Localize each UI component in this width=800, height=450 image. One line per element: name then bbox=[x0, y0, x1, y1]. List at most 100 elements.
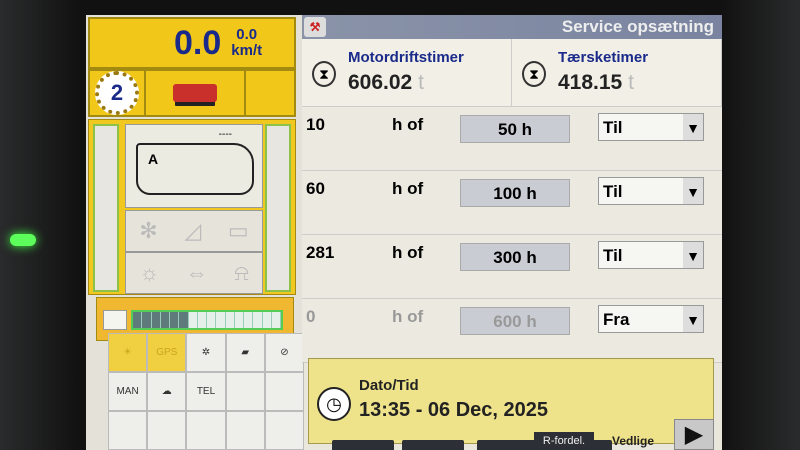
concave-icon: ▭ bbox=[227, 218, 249, 243]
threshing-hourglass-icon: ⧗ bbox=[522, 61, 546, 87]
spreader-settings-icon[interactable]: ✲ bbox=[186, 333, 226, 372]
load-segment bbox=[272, 312, 281, 328]
state-value: Til bbox=[603, 118, 623, 137]
state-dropdown[interactable]: Til ▼ bbox=[598, 177, 704, 205]
threshing-hours-value: 418.15 t bbox=[558, 71, 634, 95]
load-segment bbox=[216, 312, 226, 328]
load-segment bbox=[142, 312, 152, 328]
sun-icon[interactable]: ☀ bbox=[108, 333, 148, 372]
empty-slot[interactable] bbox=[225, 372, 265, 411]
direction-icon: ⇔ bbox=[185, 260, 208, 285]
speed-value: 0.0 bbox=[174, 23, 222, 62]
speed-small-value: 0.0 bbox=[236, 26, 258, 43]
spreader-icon: ✻ bbox=[139, 218, 158, 243]
engine-hours-label: Motordriftstimer bbox=[348, 49, 464, 66]
combine-dashes: ---- bbox=[218, 129, 232, 140]
fuel-gauge bbox=[265, 124, 291, 292]
shortcut-grid: ☀ GPS ✲ ▰ ⊘ MAN ☁ TEL bbox=[108, 333, 304, 450]
gear-icon[interactable]: 2 bbox=[95, 71, 139, 115]
speed-unit: 0.0 km/t bbox=[231, 27, 262, 59]
speed-unit-label: km/t bbox=[231, 42, 263, 59]
sieve-icon: ◿ bbox=[184, 218, 202, 243]
service-interval-row: 0 h of 600 h Fra ▼ bbox=[302, 299, 722, 363]
combine-diagram[interactable]: A ---- bbox=[125, 124, 263, 208]
empty-slot[interactable] bbox=[186, 411, 226, 450]
power-led bbox=[10, 234, 36, 246]
chevron-down-icon[interactable]: ▼ bbox=[683, 306, 703, 332]
engine-hourglass-icon: ⧗ bbox=[312, 61, 336, 87]
state-value: Til bbox=[603, 246, 623, 265]
service-tools-icon: ⚒ bbox=[304, 17, 326, 37]
softkey-2[interactable] bbox=[402, 440, 464, 450]
maintenance-label: Vedlige bbox=[612, 434, 655, 448]
softkey-1[interactable] bbox=[332, 440, 394, 450]
load-segment bbox=[133, 312, 143, 328]
clock-icon: ◷ bbox=[317, 387, 351, 421]
next-page-button[interactable]: ▶ bbox=[674, 419, 714, 450]
load-segment bbox=[244, 312, 254, 328]
hours-of-label: h of bbox=[392, 179, 424, 198]
beacon-icon: ⍾ bbox=[234, 260, 249, 285]
empty-slot[interactable] bbox=[108, 411, 148, 450]
empty-slot[interactable] bbox=[147, 411, 187, 450]
hour-counters: ⧗ Motordriftstimer 606.02 t ⧗ Tærsketimer 41… bbox=[302, 39, 722, 107]
light-icon: ☼ bbox=[139, 260, 160, 285]
interval-button[interactable]: 300 h bbox=[460, 243, 570, 271]
state-dropdown[interactable]: Fra ▼ bbox=[598, 305, 704, 333]
function-icons-row1: ✻ ◿ ▭ bbox=[125, 210, 263, 252]
datetime-value: 13:35 - 06 Dec, 2025 bbox=[359, 399, 549, 421]
chevron-down-icon[interactable]: ▼ bbox=[683, 114, 703, 140]
unit: t bbox=[628, 71, 634, 94]
cloud-icon[interactable]: ☁ bbox=[147, 372, 187, 411]
chevron-down-icon[interactable]: ▼ bbox=[683, 178, 703, 204]
interval-button[interactable]: 100 h bbox=[460, 179, 570, 207]
value: 606.02 bbox=[348, 71, 413, 94]
threshing-hours-label: Tærsketimer bbox=[558, 49, 649, 66]
current-hours: 281 bbox=[306, 243, 335, 262]
current-hours: 0 bbox=[306, 307, 316, 326]
load-segment bbox=[207, 312, 217, 328]
moisture-man-icon[interactable]: MAN bbox=[108, 372, 148, 411]
load-segment bbox=[263, 312, 272, 328]
status-sidebar: 0.0 0.0 km/t 2 A ---- ✻ ◿ ▭ ☼ ⇔ ⍾ ☀ GPS ✲ ▰ ⊘… bbox=[86, 15, 304, 450]
threshing-hours: ⧗ Tærsketimer 418.15 t bbox=[512, 39, 722, 106]
state-dropdown[interactable]: Til ▼ bbox=[598, 241, 704, 269]
empty-slot[interactable] bbox=[225, 411, 265, 450]
interval-button[interactable]: 600 h bbox=[460, 307, 570, 335]
engine-hours-value: 606.02 t bbox=[348, 71, 424, 95]
load-segment bbox=[189, 312, 198, 328]
service-interval-row: 281 h of 300 h Til ▼ bbox=[302, 235, 722, 299]
disable-icon[interactable]: ⊘ bbox=[264, 333, 304, 372]
terminal-screen: 0.0 0.0 km/t 2 A ---- ✻ ◿ ▭ ☼ ⇔ ⍾ ☀ GPS ✲ ▰ ⊘… bbox=[86, 15, 722, 450]
telemetry-icon[interactable]: TEL bbox=[186, 372, 226, 411]
hours-of-label: h of bbox=[392, 243, 424, 262]
title-bar: ⚒ Service opsætning bbox=[302, 15, 722, 39]
interval-button[interactable]: 50 h bbox=[460, 115, 570, 143]
current-hours: 10 bbox=[306, 115, 325, 134]
gps-icon[interactable]: GPS bbox=[147, 333, 187, 372]
datetime-panel[interactable]: ◷ Dato/Tid 13:35 - 06 Dec, 2025 bbox=[308, 358, 714, 444]
empty-slot[interactable] bbox=[264, 372, 304, 411]
page-title: Service opsætning bbox=[561, 17, 714, 36]
hours-of-label: h of bbox=[392, 307, 424, 326]
load-segment bbox=[235, 312, 244, 328]
load-level-bar bbox=[131, 310, 283, 330]
load-segment bbox=[170, 312, 180, 328]
load-segment bbox=[253, 312, 263, 328]
value: 418.15 bbox=[558, 71, 623, 94]
combine-outline-icon bbox=[136, 143, 254, 195]
combine-harvester-icon bbox=[173, 84, 217, 102]
state-value: Fra bbox=[603, 310, 630, 329]
service-interval-row: 60 h of 100 h Til ▼ bbox=[302, 171, 722, 235]
load-segment bbox=[198, 312, 207, 328]
hours-of-label: h of bbox=[392, 115, 424, 134]
chevron-down-icon[interactable]: ▼ bbox=[683, 242, 703, 268]
manual-book-icon[interactable]: ▰ bbox=[225, 333, 265, 372]
empty-slot[interactable] bbox=[264, 411, 304, 450]
state-dropdown[interactable]: Til ▼ bbox=[598, 113, 704, 141]
load-segment bbox=[160, 312, 170, 328]
load-segment bbox=[179, 312, 189, 328]
softkey-3[interactable] bbox=[477, 440, 539, 450]
softkey-r-fordel[interactable]: R-fordel. bbox=[534, 432, 594, 450]
softkey-bar bbox=[302, 440, 722, 450]
